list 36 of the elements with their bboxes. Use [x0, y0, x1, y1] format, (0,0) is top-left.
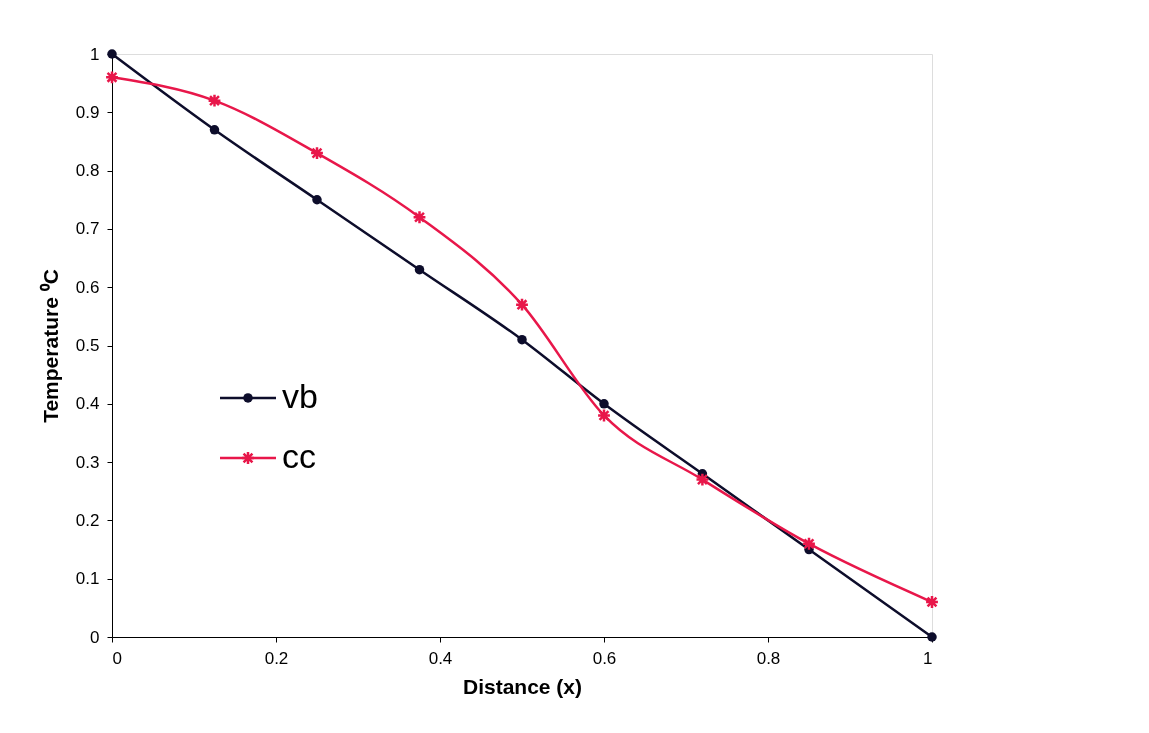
- point: [517, 334, 527, 345]
- point: [801, 536, 817, 551]
- point: [412, 210, 427, 225]
- point: [514, 297, 530, 312]
- y-tick-label: 0.4: [75, 394, 100, 414]
- point: [312, 195, 322, 205]
- y-tick-label: 0.1: [75, 569, 100, 589]
- y-tick-label: 0.9: [75, 102, 100, 122]
- y-tick-label: 0.8: [75, 161, 100, 181]
- x-axis-title: Distance (x): [462, 674, 583, 698]
- point: [599, 399, 609, 409]
- y-tick-label: 0.5: [75, 336, 100, 355]
- point: [104, 70, 120, 85]
- point: [107, 49, 117, 59]
- point: [414, 264, 425, 275]
- x-tick-label: 1: [923, 648, 933, 668]
- y-axis-title: Temperature ⁰C: [38, 269, 62, 423]
- point: [596, 408, 612, 423]
- x-tick-label: 0.6: [592, 648, 617, 668]
- legend-label: vb: [282, 376, 318, 415]
- y-tick-label: 0.7: [75, 219, 100, 239]
- x-tick-label: 0.2: [264, 648, 289, 668]
- y-tick-label: 0.2: [75, 510, 100, 530]
- legend-label: cc: [282, 436, 316, 475]
- point: [209, 125, 220, 135]
- x-tick-label: 0.8: [756, 648, 781, 668]
- x-tick-label: 0: [112, 648, 122, 668]
- point: [695, 472, 710, 487]
- y-tick-label: 0: [90, 627, 100, 647]
- point: [207, 93, 222, 108]
- y-tick-label: 0.6: [75, 277, 100, 297]
- point: [309, 145, 325, 161]
- point: [924, 594, 940, 610]
- x-tick-label: 0.4: [428, 648, 453, 668]
- y-tick-label: 1: [90, 44, 100, 64]
- y-tick-label: 0.3: [75, 452, 100, 472]
